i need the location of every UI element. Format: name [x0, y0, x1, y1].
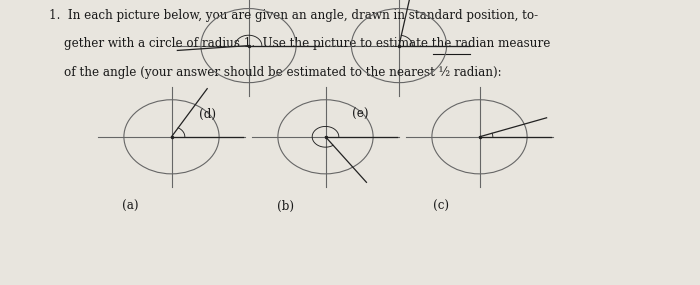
Text: (e): (e)	[352, 108, 369, 121]
Text: 1.  In each picture below, you are given an angle, drawn in standard position, t: 1. In each picture below, you are given …	[49, 9, 538, 22]
Text: of the angle (your answer should be estimated to the nearest ½ radian):: of the angle (your answer should be esti…	[49, 66, 502, 79]
Text: (d): (d)	[199, 108, 216, 121]
Text: (a): (a)	[122, 200, 139, 213]
Text: (c): (c)	[433, 200, 449, 213]
Text: (b): (b)	[276, 200, 293, 213]
Text: gether with a circle of radius 1.  Use the picture to estimate the radian measur: gether with a circle of radius 1. Use th…	[49, 37, 550, 50]
